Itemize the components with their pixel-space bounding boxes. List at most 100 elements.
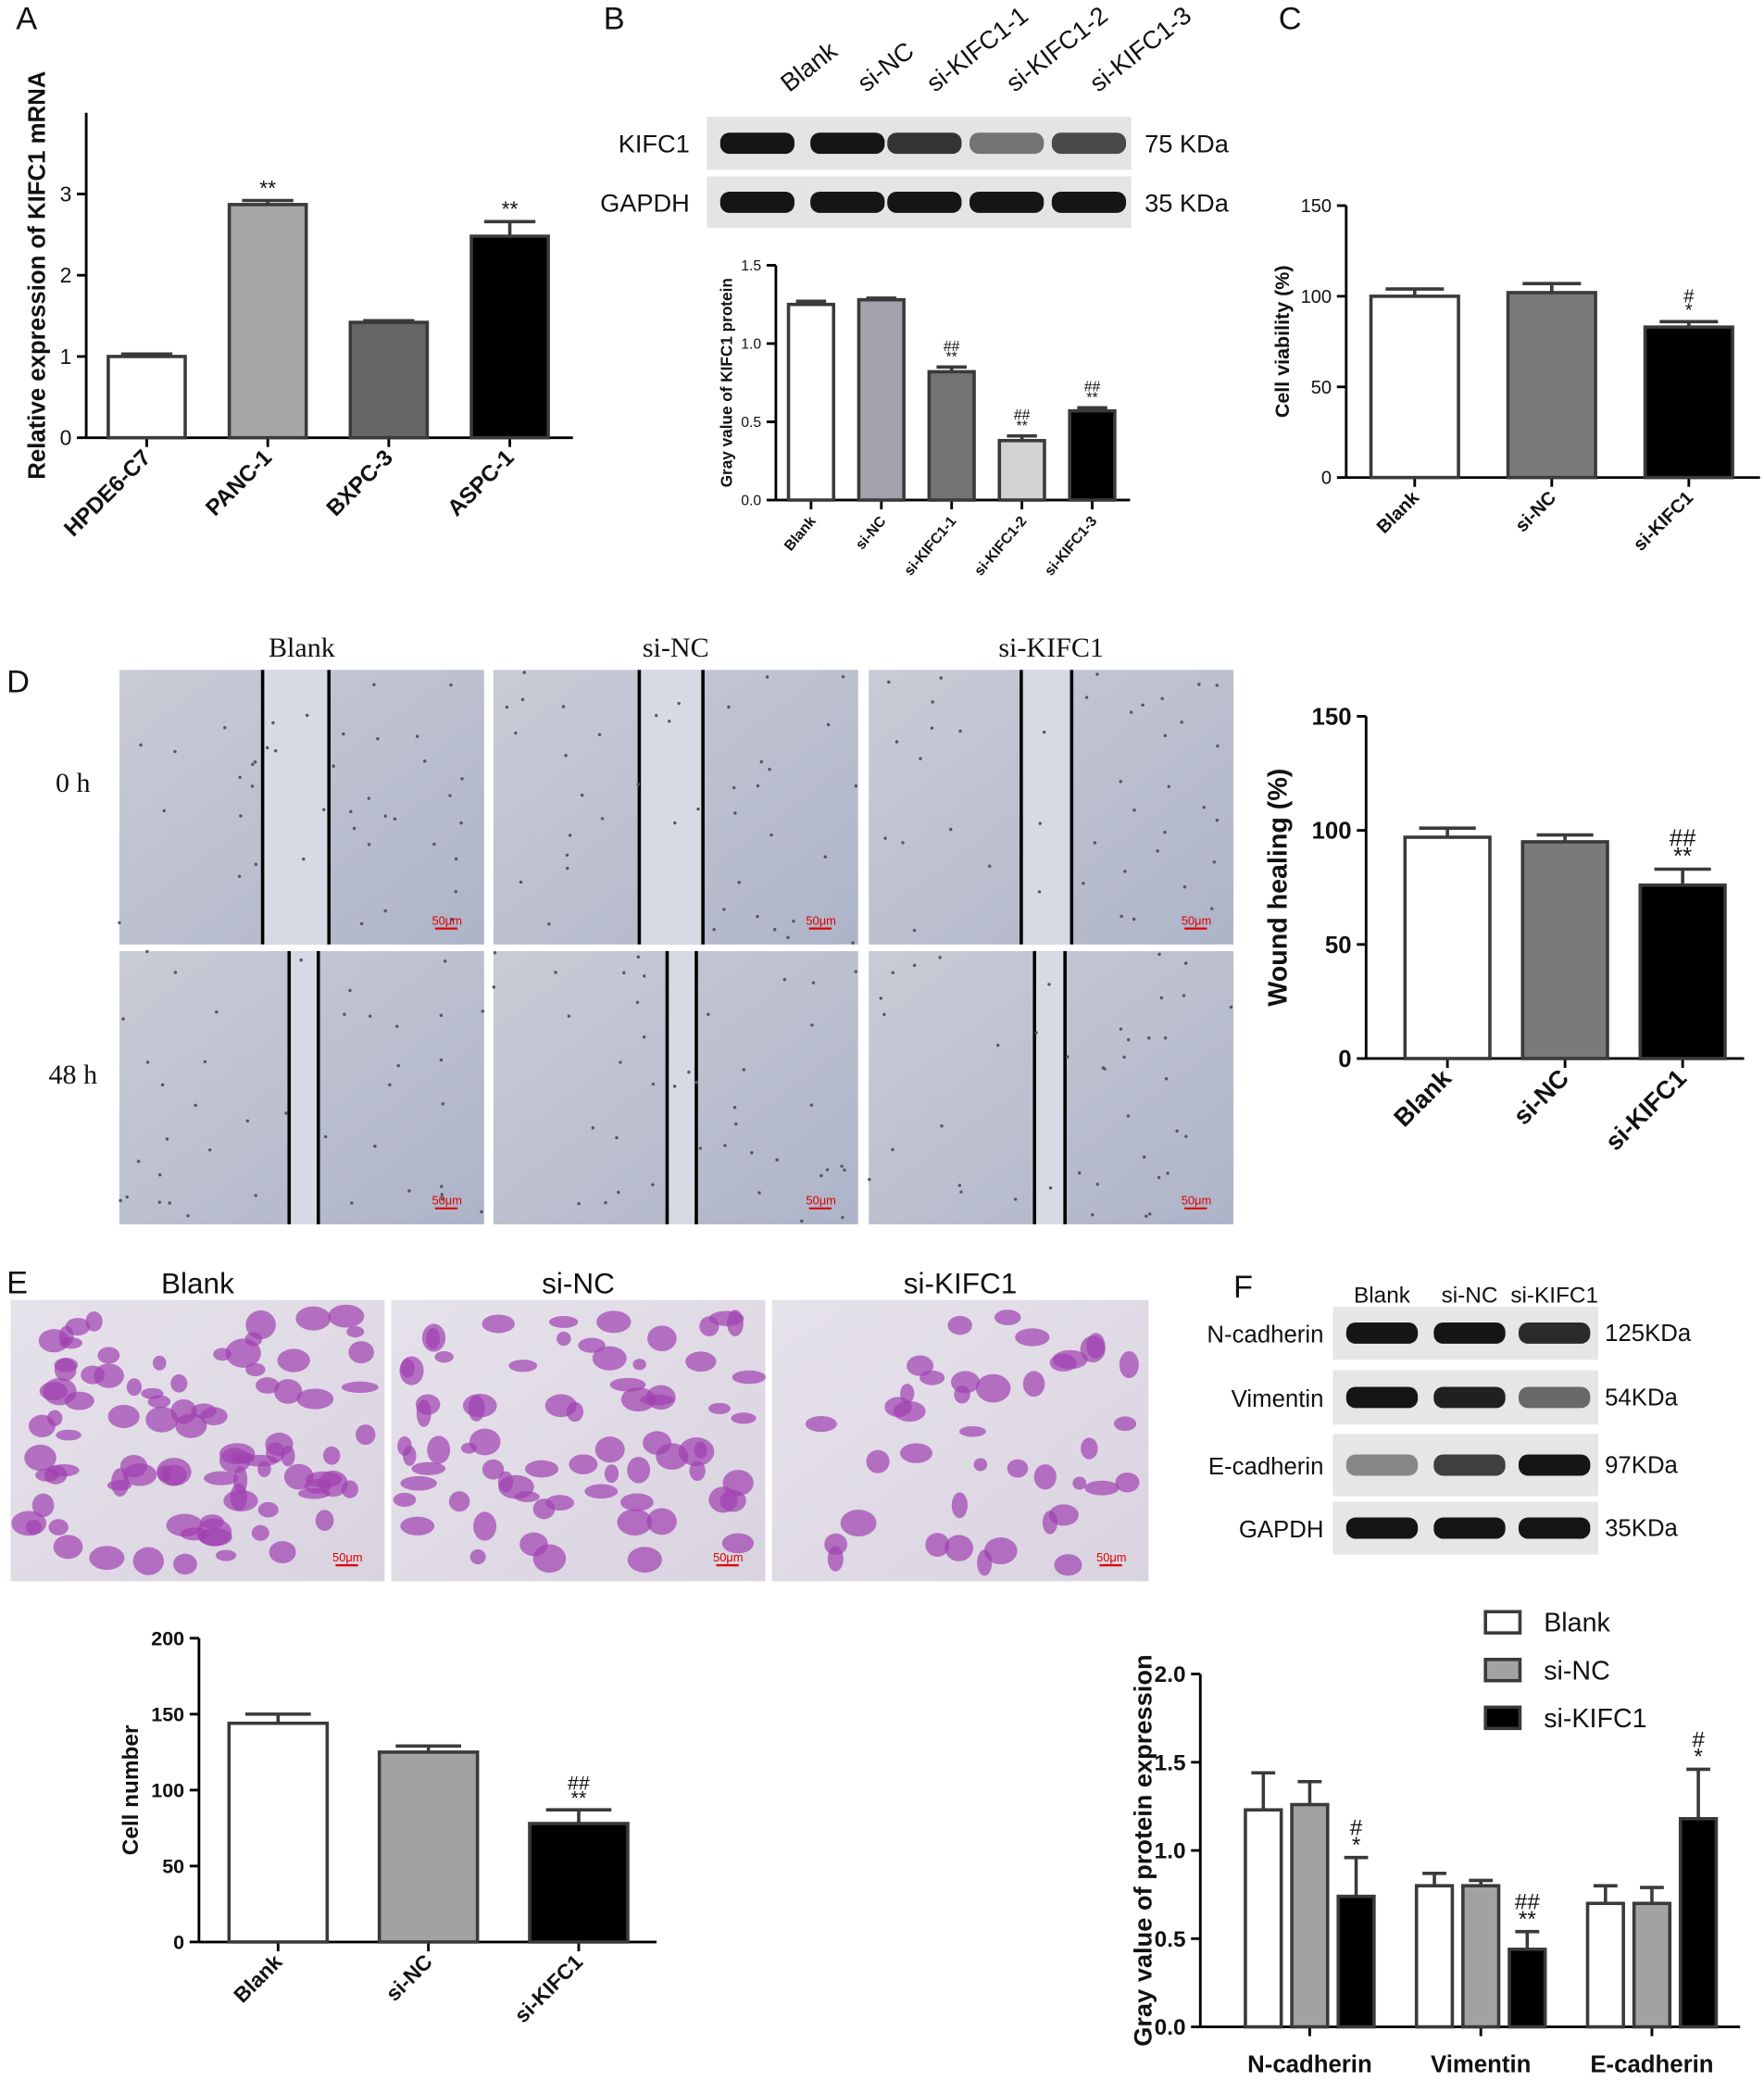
cell-dot <box>119 1198 122 1203</box>
cell-dot <box>750 1151 754 1155</box>
cell-dot <box>1157 1175 1161 1180</box>
stained-cell <box>708 1486 738 1513</box>
significance: * <box>1352 1833 1361 1858</box>
blot-band <box>1433 1517 1506 1539</box>
panel-label: D <box>6 665 30 700</box>
stained-cell <box>269 1541 296 1563</box>
cell-dot <box>1077 1171 1082 1175</box>
y-axis-label: Gray value of protein expression <box>1128 1654 1157 2046</box>
stained-cell <box>328 1304 365 1328</box>
cell-dot <box>1182 994 1186 997</box>
cell-dot <box>756 914 759 919</box>
lane-label: si-KIFC1 <box>1510 1284 1598 1309</box>
stained-cell <box>827 1546 844 1572</box>
stained-cell <box>196 1518 232 1547</box>
cell-dot <box>597 733 602 736</box>
stained-cell <box>356 1424 376 1446</box>
cell-dot <box>1037 890 1042 894</box>
stained-cell <box>322 1446 341 1465</box>
cell-dot <box>733 811 737 815</box>
stained-cell <box>427 1435 451 1464</box>
stained-cell <box>251 1524 269 1541</box>
significance: ** <box>1673 844 1692 870</box>
panel-label: B <box>604 2 625 37</box>
cell-dot <box>1197 683 1201 686</box>
cell-dot <box>271 721 275 725</box>
cell-dot <box>1122 1055 1126 1059</box>
significance: ** <box>502 197 519 221</box>
cell-dot <box>756 784 760 788</box>
stained-cell <box>421 1323 446 1352</box>
cell-dot <box>121 1017 125 1021</box>
error-bar <box>120 352 173 357</box>
cell-dot <box>1163 733 1168 738</box>
cell-dot <box>841 1215 844 1220</box>
significance: ## <box>1515 1890 1541 1915</box>
stained-cell <box>973 1458 988 1472</box>
stained-cell <box>685 1351 717 1373</box>
error-bar <box>1536 833 1594 842</box>
stained-cell <box>721 1533 755 1554</box>
x-tick-label: BXPC-3 <box>322 445 398 521</box>
cell-dot <box>854 970 858 973</box>
y-tick-label: 1.5 <box>1155 1750 1186 1775</box>
stained-cell <box>708 1402 731 1414</box>
cell-dot <box>1175 1129 1179 1133</box>
stained-cell <box>947 1315 972 1335</box>
cell-dot <box>1082 882 1085 885</box>
blot-band <box>1345 1323 1419 1344</box>
stained-cell <box>56 1429 81 1441</box>
stained-cell <box>519 1532 548 1557</box>
cell-dot <box>591 1126 594 1130</box>
cell-dot <box>851 941 855 945</box>
stained-cell <box>1052 1349 1088 1370</box>
stained-cell <box>508 1360 538 1373</box>
stained-cell <box>548 1316 579 1328</box>
y-tick-label: 0.0 <box>1155 2015 1186 2040</box>
cell-dot <box>1156 849 1159 853</box>
stained-cell <box>166 1513 204 1537</box>
stained-cell <box>346 1325 365 1338</box>
x-tick-label: ASPC-1 <box>443 445 519 521</box>
cell-dot <box>157 1172 162 1177</box>
stained-cell <box>482 1314 515 1334</box>
cell-dot <box>800 1219 804 1223</box>
stained-cell <box>204 1471 239 1486</box>
stained-cell <box>1080 1335 1106 1363</box>
cell-dot <box>737 881 741 884</box>
x-tick-label: si-KIFC1-3 <box>1042 513 1100 579</box>
row-label: 48 h <box>48 1059 97 1090</box>
stained-cell <box>400 1475 437 1491</box>
cell-dot <box>250 784 255 788</box>
blot-band <box>1433 1386 1506 1409</box>
stained-cell <box>469 1548 486 1565</box>
stained-cell <box>899 1443 932 1463</box>
cell-dot <box>826 722 831 727</box>
y-tick-label: 1.0 <box>1155 1839 1186 1864</box>
cell-dot <box>254 1194 257 1197</box>
stained-cell <box>473 1511 497 1541</box>
y-tick-label: 0.5 <box>741 415 761 431</box>
protein-label: KIFC1 <box>619 130 690 158</box>
cell-dot <box>454 857 458 861</box>
stained-cell <box>399 1356 424 1385</box>
stained-cell <box>596 1310 632 1334</box>
y-tick-label: 150 <box>1301 196 1332 217</box>
cell-dot <box>194 1103 197 1108</box>
cell-dot <box>439 1058 444 1062</box>
cell-dot <box>732 785 736 790</box>
cell-dot <box>160 1083 165 1087</box>
stained-cell <box>1113 1416 1137 1432</box>
stained-cell <box>244 1332 263 1347</box>
cell-dot <box>1042 730 1046 734</box>
cell-dot <box>782 977 787 982</box>
stained-cell <box>172 1553 197 1575</box>
cell-dot <box>388 1083 392 1087</box>
stained-cell <box>393 1492 417 1507</box>
column-label: si-KIFC1 <box>904 1266 1018 1299</box>
blot-band <box>887 191 962 213</box>
stained-cell <box>643 1431 672 1455</box>
cell-dot <box>957 1184 962 1187</box>
cell-dot <box>619 1060 622 1064</box>
stained-cell <box>627 1457 651 1484</box>
